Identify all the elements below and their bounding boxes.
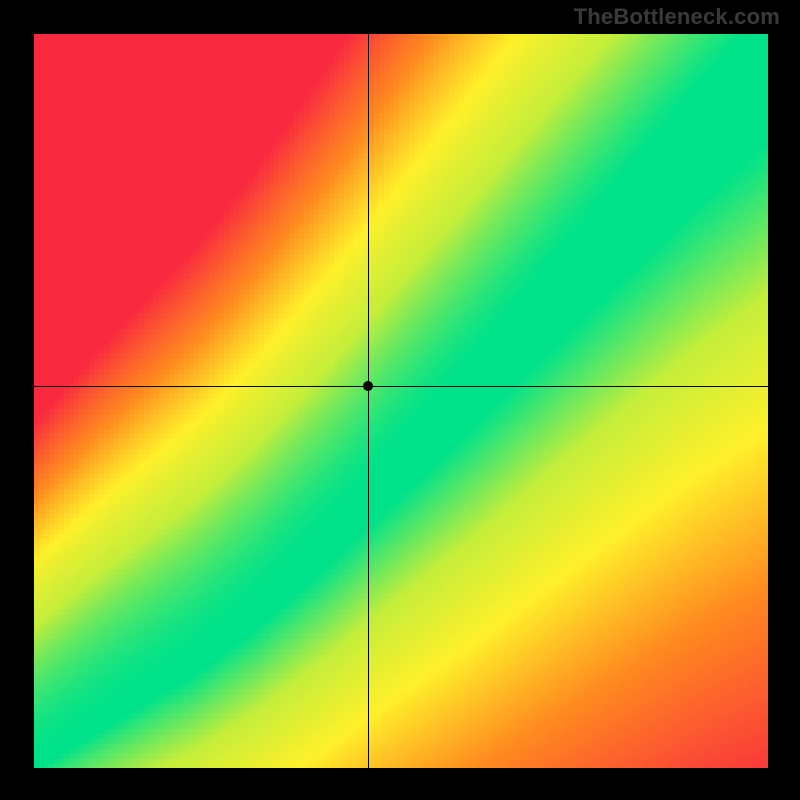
- crosshair-vertical: [368, 34, 369, 768]
- crosshair-marker: [363, 381, 373, 391]
- crosshair-horizontal: [34, 386, 768, 387]
- plot-area: [34, 34, 768, 768]
- chart-container: TheBottleneck.com: [0, 0, 800, 800]
- watermark-text: TheBottleneck.com: [574, 4, 780, 30]
- heatmap-canvas: [34, 34, 768, 768]
